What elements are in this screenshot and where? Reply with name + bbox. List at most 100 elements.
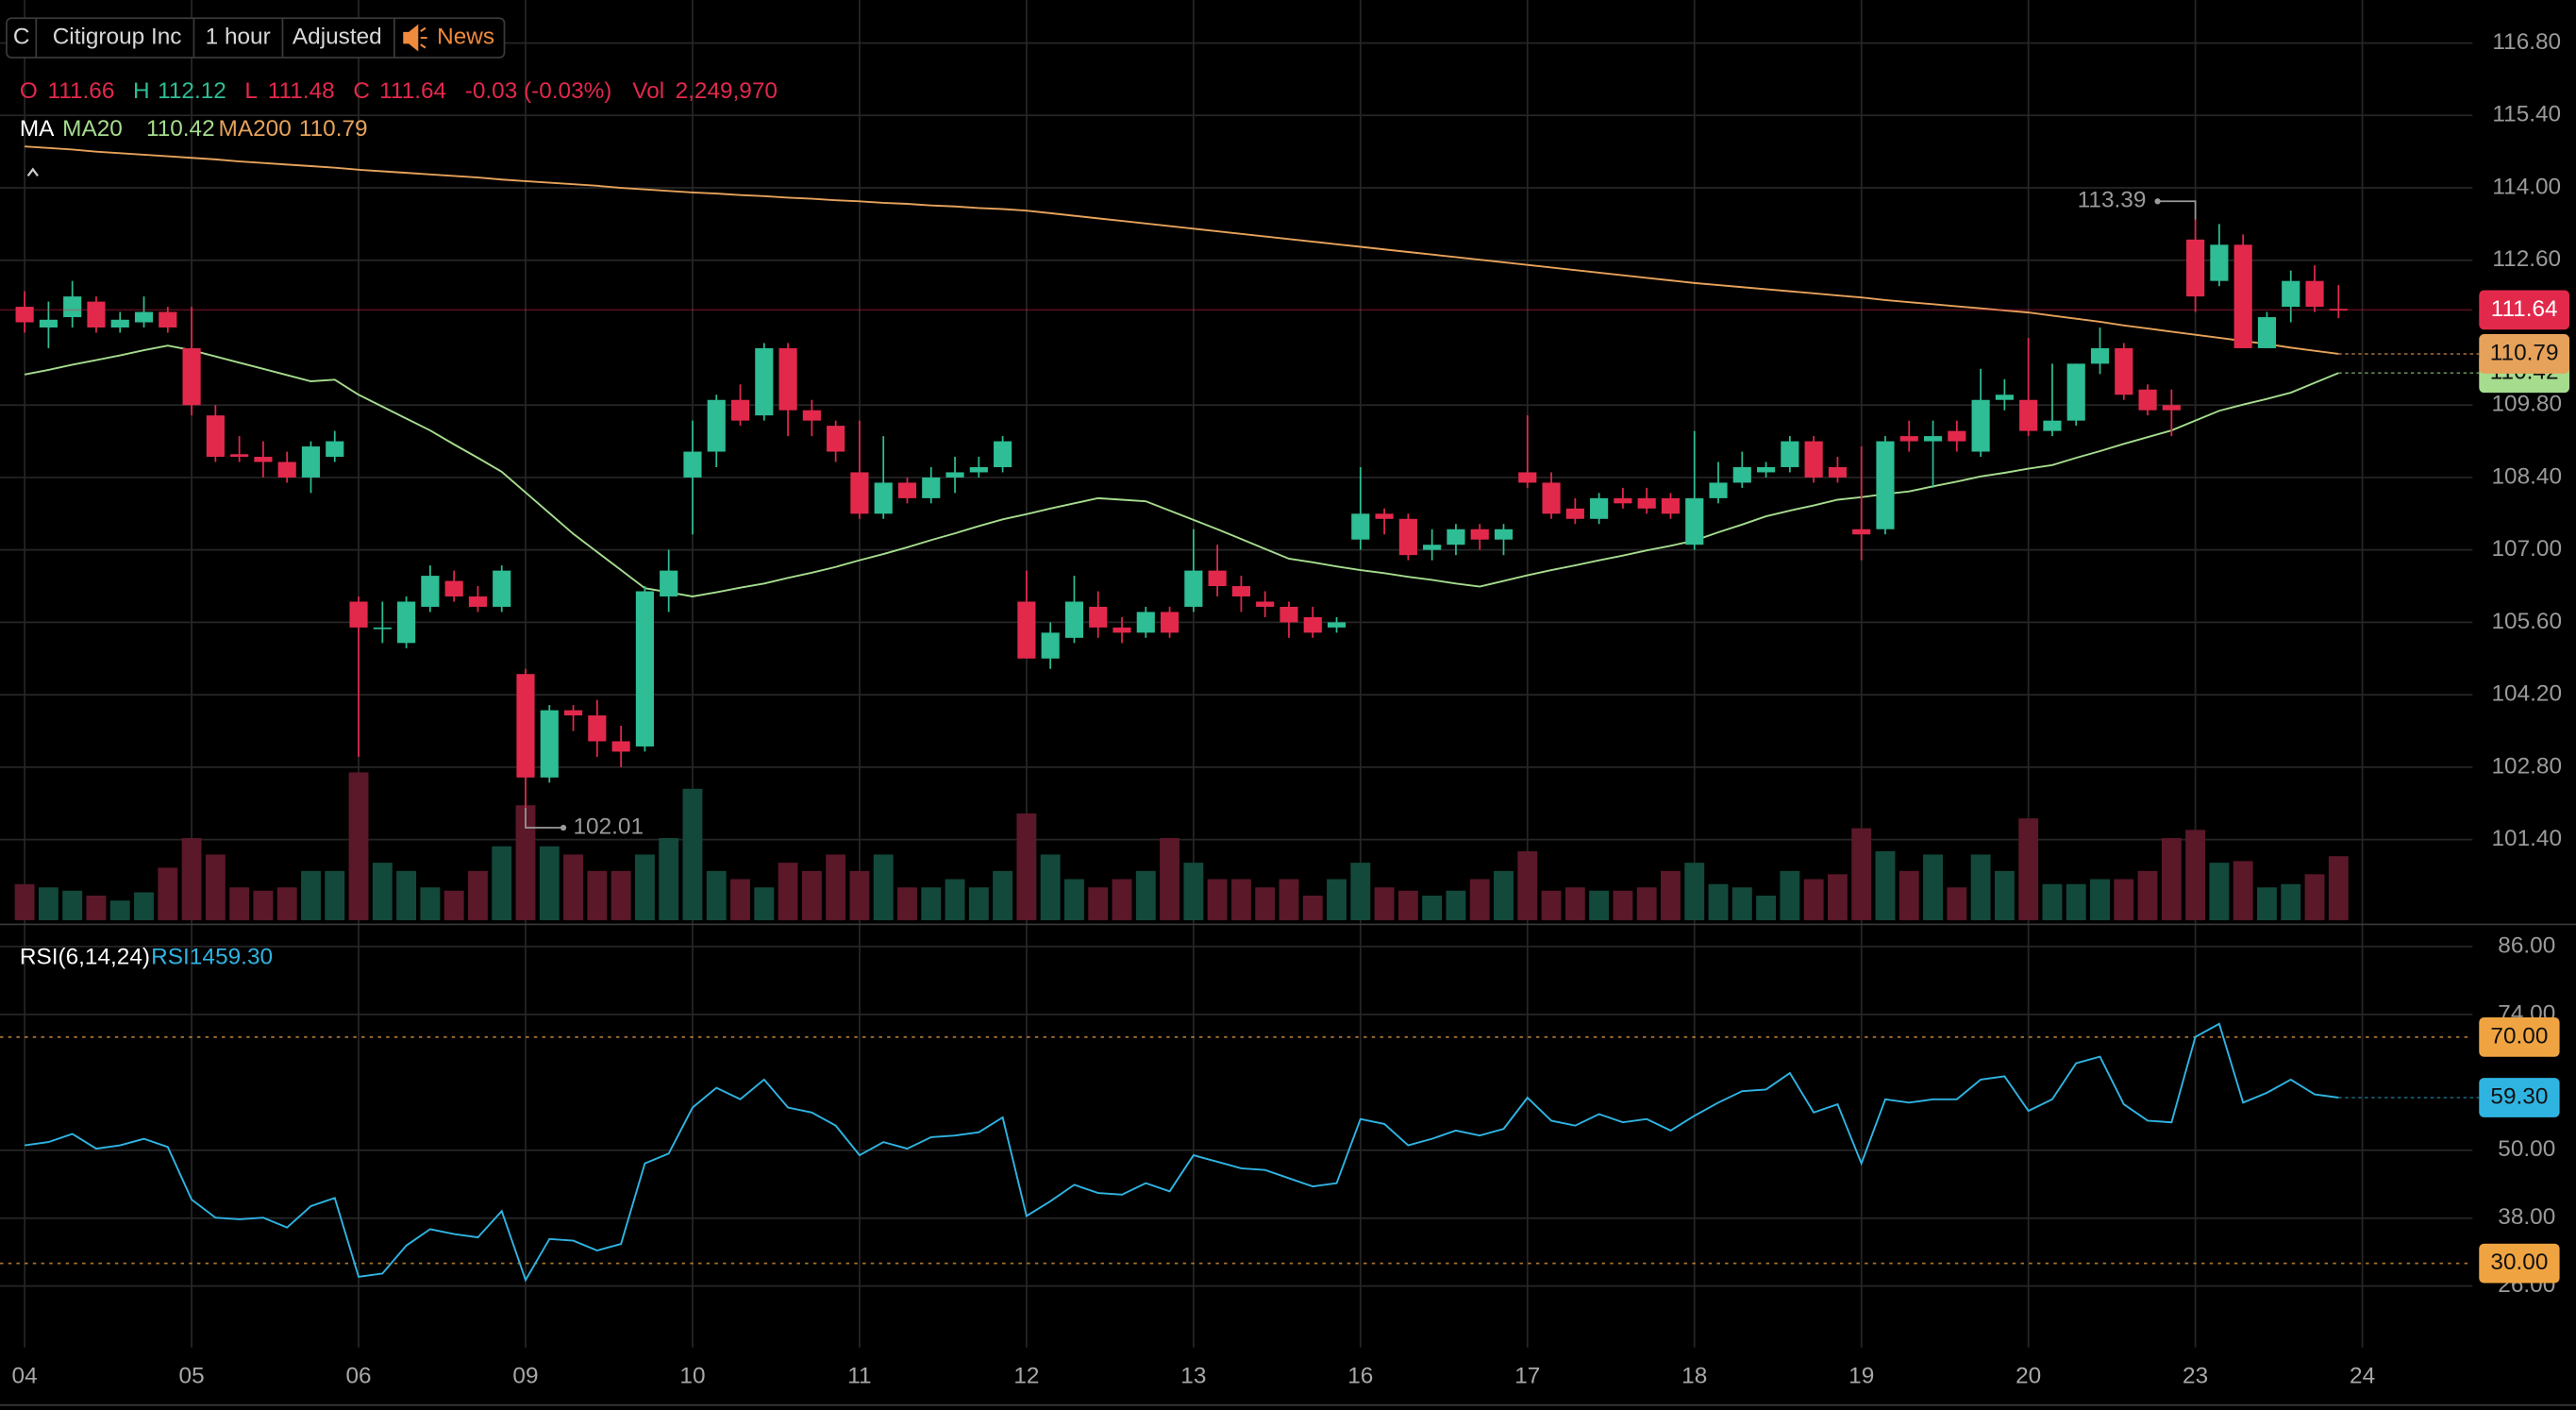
volume-bar: [2114, 879, 2134, 921]
volume-bar: [109, 900, 130, 921]
candle-body: [301, 446, 321, 478]
volume-bar: [1302, 895, 1323, 921]
x-tick-label: 10: [679, 1364, 705, 1389]
candle-body: [1470, 529, 1489, 540]
volume-bar: [1684, 863, 1705, 921]
candle-body: [1637, 497, 1656, 509]
ma200-legend-name: MA200: [219, 116, 292, 142]
candle-body: [277, 462, 296, 478]
header: C Citigroup Inc 1 hour Adjusted News O 1…: [6, 17, 778, 970]
symbol[interactable]: C: [13, 25, 30, 50]
candle-body: [1112, 627, 1131, 633]
y-tick-label: 116.80: [2492, 29, 2561, 55]
price-tag: [2479, 290, 2570, 330]
collapse-caret[interactable]: [26, 167, 39, 177]
volume-bar: [849, 870, 870, 921]
ma20-legend-name: MA20: [62, 116, 123, 142]
candle-body: [1184, 570, 1203, 607]
toolbar-box: [6, 17, 506, 59]
candle-body: [1231, 586, 1250, 596]
interval-button[interactable]: 1 hour: [206, 25, 271, 50]
volume-bar: [1255, 887, 1276, 921]
candle-body: [1089, 606, 1108, 628]
ma20-legend-value: 110.42: [146, 116, 215, 142]
volume-bar: [1517, 850, 1538, 921]
volume-bar: [1422, 895, 1443, 921]
candle-body: [468, 596, 488, 607]
candle-body: [2282, 280, 2300, 308]
volume-bar: [1589, 890, 1610, 921]
y-tick-label: 114.00: [2492, 174, 2561, 199]
candle-body: [2115, 347, 2133, 395]
x-tick-label: 16: [1347, 1364, 1373, 1389]
high-label: H: [133, 78, 150, 104]
volume-bar: [1446, 890, 1466, 921]
candle-body: [349, 601, 368, 628]
news-button[interactable]: News: [437, 25, 494, 50]
candle-body: [254, 457, 273, 462]
volume-bar: [301, 870, 321, 921]
volume-bar: [1661, 870, 1681, 921]
news-icon[interactable]: [403, 24, 427, 52]
candle-body: [1447, 529, 1465, 546]
x-tick-label: 13: [1180, 1364, 1206, 1389]
volume-bar: [1064, 879, 1084, 921]
close-value: 111.64: [379, 78, 446, 104]
open-label: O: [20, 78, 38, 104]
volume-bar: [467, 870, 488, 921]
candle-body: [1828, 466, 1847, 478]
low-value: 111.48: [268, 78, 335, 104]
rsi-tag: [2479, 1078, 2560, 1117]
candle-body: [2305, 280, 2324, 308]
volume-bar: [181, 838, 202, 921]
volume-bar: [372, 863, 393, 921]
volume-bar: [563, 854, 584, 921]
volume-bar: [2185, 830, 2206, 921]
x-tick-label: 18: [1681, 1364, 1707, 1389]
price-tag: [2479, 334, 2570, 374]
volume-bar: [134, 892, 154, 921]
candle-body: [969, 466, 988, 473]
candle-body: [421, 576, 440, 607]
volume-bar: [443, 890, 464, 921]
low-label: L: [244, 78, 258, 104]
volume-value: 2,249,970: [676, 78, 778, 104]
candle-body: [1590, 497, 1609, 519]
volume-bar: [1851, 828, 1872, 921]
volume-bar: [2281, 883, 2301, 921]
candle-body: [1136, 612, 1155, 633]
volume-bar: [420, 887, 441, 921]
candle-body: [730, 399, 750, 421]
candle-body: [1351, 513, 1370, 540]
candle-body: [1542, 482, 1561, 514]
moving-average-line: [24, 344, 2339, 597]
candle-body: [635, 591, 654, 747]
volume-bar: [1040, 854, 1061, 921]
volume-bar: [1279, 879, 1299, 921]
volume-bar: [1994, 870, 2015, 921]
candle-body: [2233, 244, 2252, 348]
candle-body: [1732, 466, 1751, 483]
volume-bar: [86, 895, 107, 921]
candle-body: [660, 570, 678, 596]
candle-body: [1565, 508, 1584, 519]
candle-body: [1398, 518, 1417, 556]
candle-body: [1494, 529, 1514, 540]
x-tick-label: 23: [2183, 1364, 2208, 1389]
volume-bar: [1636, 887, 1657, 921]
rsi-legend-value: 59.30: [215, 945, 273, 970]
candle-body: [1375, 513, 1394, 519]
x-tick-label: 19: [1848, 1364, 1874, 1389]
candle-body: [755, 347, 774, 416]
volume-bar: [801, 870, 822, 921]
x-tick-label: 20: [2016, 1364, 2041, 1389]
open-value: 111.66: [47, 78, 114, 104]
level-tag: [2479, 1016, 2560, 1057]
adjustment-button[interactable]: Adjusted: [293, 25, 382, 50]
candle-body: [2162, 405, 2181, 411]
x-tick-label: 05: [179, 1364, 205, 1389]
candle-body: [778, 347, 797, 411]
volume-bar: [1088, 887, 1109, 921]
company-name[interactable]: Citigroup Inc: [53, 25, 182, 50]
x-tick-label: 04: [12, 1364, 38, 1389]
